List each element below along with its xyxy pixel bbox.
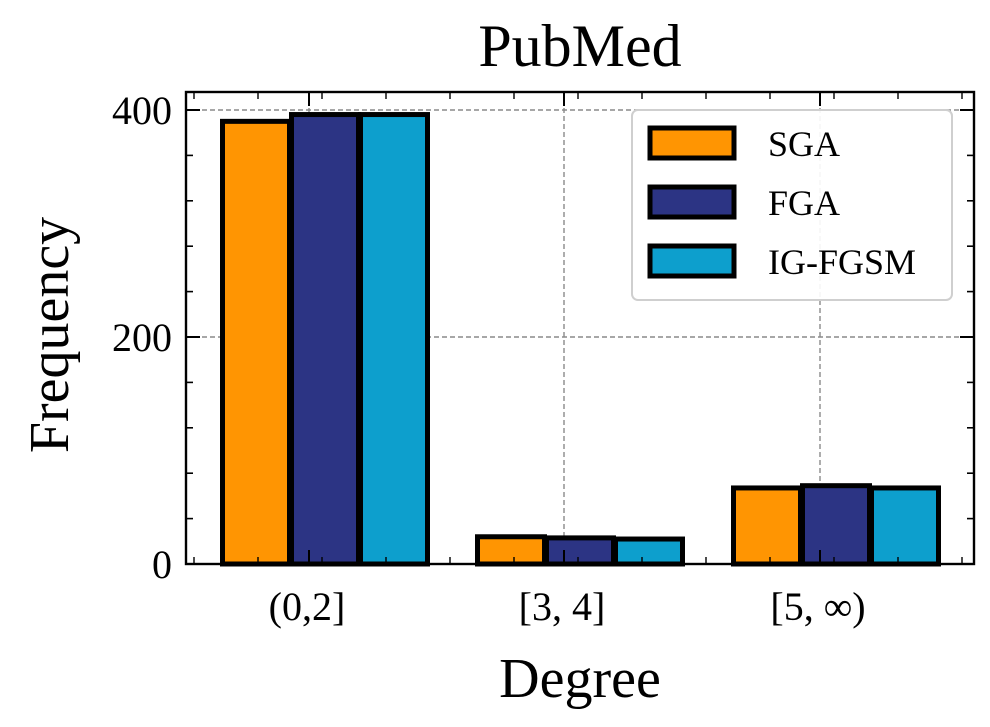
y-tick-label: 200 [112,315,172,360]
plot-frame [184,90,976,566]
bar-sga-2 [731,485,803,567]
bar-sga-1 [475,534,547,567]
x-axis-label: Degree [499,648,661,710]
bar-ig-fgsm-0 [358,112,430,567]
legend-label: FGA [768,183,840,223]
bar-sga-0 [220,118,292,567]
legend: SGA FGA IG-FGSM [631,109,953,301]
bar-ig-fgsm-1 [613,536,685,567]
bar-ig-fgsm-2 [869,485,941,567]
y-tick-label: 400 [112,88,172,133]
x-tick-label: [5, ∞) [770,584,865,629]
legend-swatch [647,125,737,161]
axes: 0 200 400 (0,2] [3, 4] [5, ∞) [112,88,974,629]
bar-fga-2 [800,483,872,567]
chart-title: PubMed [478,13,681,79]
y-axis-label: Frequency [19,217,81,453]
bar-fga-1 [544,535,616,567]
legend-swatch [647,243,737,279]
y-tick-label: 0 [152,542,172,587]
x-tick-label: (0,2] [269,584,346,629]
bar-fga-0 [289,112,361,567]
legend-label: SGA [768,124,840,164]
legend-swatch [647,184,737,220]
x-tick-label: [3, 4] [519,584,606,629]
legend-label: IG-FGSM [768,242,916,282]
